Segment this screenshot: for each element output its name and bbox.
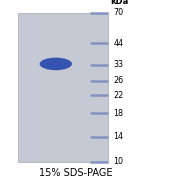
Text: 14: 14 <box>113 132 123 141</box>
FancyBboxPatch shape <box>18 13 108 162</box>
Text: 26: 26 <box>113 76 123 86</box>
Text: 44: 44 <box>113 39 123 48</box>
Text: 70: 70 <box>113 8 123 17</box>
Text: 18: 18 <box>113 109 123 118</box>
Ellipse shape <box>40 58 72 70</box>
Text: 33: 33 <box>113 60 123 69</box>
Text: 10: 10 <box>113 158 123 166</box>
Text: 22: 22 <box>113 91 124 100</box>
Text: kDa: kDa <box>110 0 128 6</box>
Text: 15% SDS-PAGE: 15% SDS-PAGE <box>39 168 112 178</box>
